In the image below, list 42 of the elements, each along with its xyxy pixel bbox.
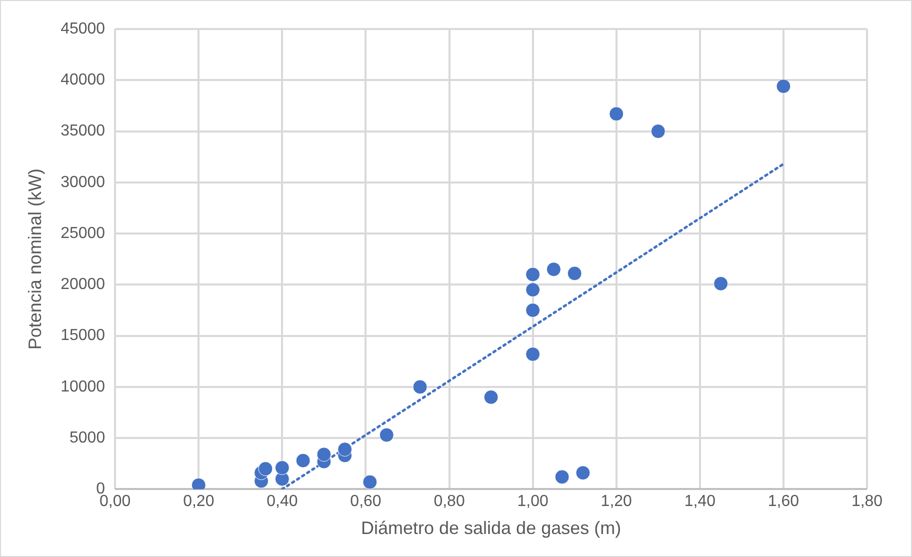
- point: [714, 276, 728, 291]
- point: [274, 460, 290, 475]
- x-tick-label: 0,40: [266, 493, 298, 510]
- point: [776, 79, 791, 94]
- point: [526, 302, 540, 318]
- point: [338, 442, 352, 457]
- x-tick-label: 1,20: [600, 493, 632, 510]
- point: [526, 346, 540, 362]
- y-tick-label: 15000: [60, 327, 106, 344]
- x-tick-label: 0,00: [100, 493, 131, 510]
- point: [609, 106, 624, 122]
- x-tick-label: 0,20: [183, 493, 214, 510]
- y-tick-label: 5000: [70, 429, 106, 446]
- x-tick-label: 1,00: [517, 493, 548, 510]
- point: [362, 474, 378, 490]
- y-tick-label: 25000: [60, 224, 106, 242]
- point: [379, 428, 394, 442]
- x-tick-label: 1,80: [851, 493, 883, 510]
- y-tick-label: 45000: [60, 20, 106, 38]
- point: [258, 461, 273, 476]
- point: [296, 453, 310, 468]
- x-axis-title: Diámetro de salida de gases (m): [360, 518, 622, 538]
- y-tick-label: 10000: [60, 378, 106, 396]
- point: [650, 124, 666, 139]
- x-tick-label: 1,60: [768, 493, 800, 510]
- y-tick-label: 30000: [60, 174, 106, 191]
- y-tick-label: 35000: [60, 122, 106, 140]
- point: [554, 470, 570, 484]
- y-axis-title: Potencia nominal (kW): [24, 168, 45, 350]
- point: [576, 466, 590, 480]
- point: [412, 380, 428, 394]
- point: [526, 282, 540, 298]
- x-tick-label: 0,80: [434, 493, 465, 510]
- x-tick-label: 0,60: [350, 493, 382, 510]
- point: [526, 267, 540, 282]
- y-tick-label: 40000: [60, 72, 106, 89]
- point: [316, 447, 332, 462]
- y-tick-label: 20000: [60, 276, 106, 294]
- point: [546, 262, 561, 277]
- point: [484, 390, 498, 404]
- x-tick-label: 1,40: [684, 493, 716, 510]
- point: [567, 266, 582, 281]
